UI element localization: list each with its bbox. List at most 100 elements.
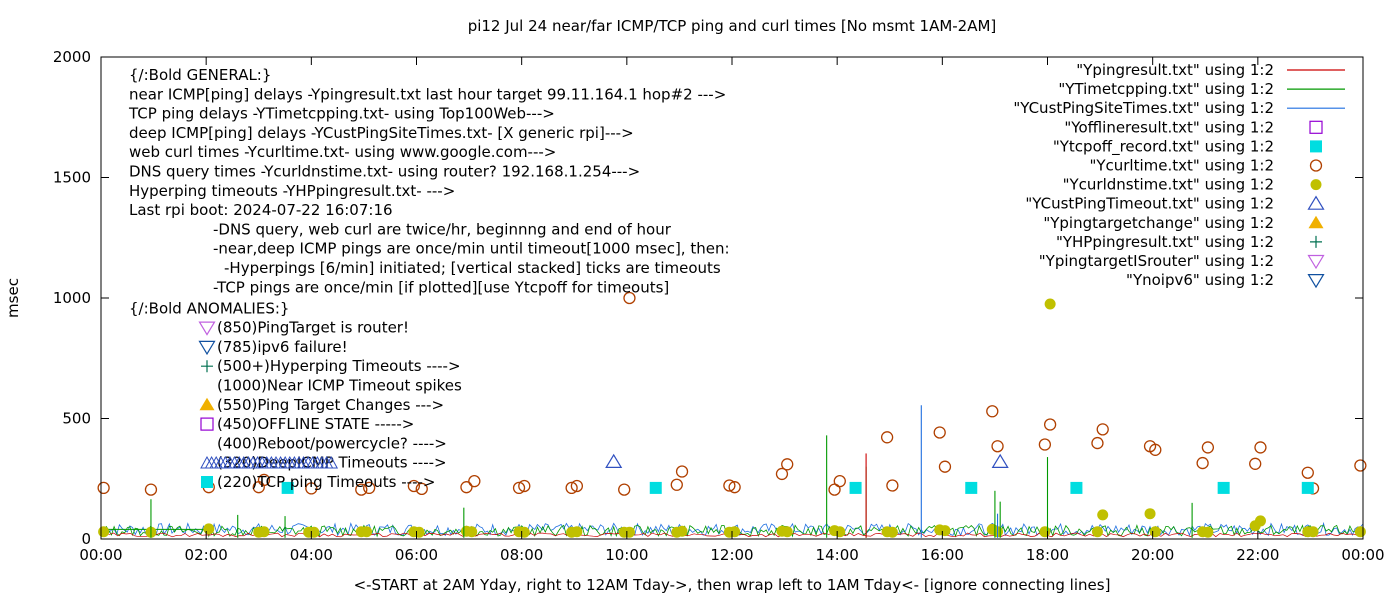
legend-label-1: "YTimetcpping.txt" using 1:2 (1058, 80, 1274, 98)
point-1-28 (886, 526, 898, 538)
point-3-1 (991, 453, 1009, 468)
point-0-39 (1201, 441, 1215, 454)
point-0-18 (670, 478, 683, 491)
point-2-4 (1070, 481, 1083, 494)
point-0-12 (512, 481, 526, 495)
anomaly-stack-27 (324, 455, 339, 469)
annotation-anomaly-1: (785)ipv6 failure! (217, 338, 348, 356)
anomaly-marker-4 (199, 397, 215, 411)
x-tick-label-12: 00:00 (1341, 546, 1384, 564)
point-0-29 (938, 460, 952, 473)
legend-label-2: "YCustPingSiteTimes.txt" using 1:2 (1013, 99, 1274, 117)
legend-key-7 (1307, 195, 1325, 210)
point-1-18 (623, 526, 635, 538)
anomaly-marker-0 (198, 321, 216, 336)
point-0-31 (991, 440, 1004, 453)
legend-key-4 (1310, 140, 1322, 153)
point-1-4 (258, 526, 270, 538)
point-1-6 (308, 526, 320, 538)
point-0-6 (355, 483, 368, 496)
series-3 (605, 453, 1009, 468)
anomaly-marker-8 (201, 476, 213, 488)
point-0-32 (1038, 438, 1052, 451)
point-1-40 (1202, 526, 1214, 538)
point-0-7 (363, 481, 376, 495)
point-1-36 (1097, 509, 1109, 521)
legend-label-10: "YpingtargetISrouter" using 1:2 (1039, 252, 1274, 270)
legend-key-9 (1310, 235, 1322, 248)
annotation-anomaly-0: (850)PingTarget is router! (217, 319, 409, 337)
x-tick-label-4: 08:00 (500, 546, 543, 564)
marks-layer (97, 291, 1367, 538)
point-0-27 (886, 479, 899, 492)
annotation-anomaly-2: (500+)Hyperping Timeouts ----> (217, 357, 461, 375)
point-1-2 (203, 523, 215, 535)
point-0-19 (675, 465, 689, 478)
x-tick-label-2: 04:00 (290, 546, 333, 564)
point-0-30 (986, 405, 999, 418)
annotation-general-2: TCP ping delays -YTimetcpping.txt- using… (128, 105, 555, 123)
x-tick-label-3: 06:00 (395, 546, 438, 564)
chart-title: pi12 Jul 24 near/far ICMP/TCP ping and c… (468, 17, 997, 35)
point-0-11 (468, 475, 481, 488)
axes: 0 500 1000 1500 2000 00:00 02:00 04:00 06:00 08:0… (53, 48, 1385, 564)
annotation-general-4: web curl times -Ycurltime.txt- using www… (129, 143, 556, 161)
point-3-0 (605, 453, 623, 468)
annotation-anomalies-header: {/:Bold ANOMALIES:} (129, 300, 289, 318)
legend-key-6 (1310, 179, 1322, 191)
x-axis-label: <-START at 2AM Yday, right to 12AM Tday-… (354, 576, 1111, 594)
point-2-0 (281, 481, 294, 494)
point-2-6 (1301, 481, 1314, 494)
series-2 (281, 481, 1314, 494)
annotation-general-0: {/:Bold GENERAL:} (129, 66, 271, 84)
y-axis-label: msec (4, 278, 22, 318)
annotation-general-3: deep ICMP[ping] delays -YCustPingSiteTim… (129, 124, 634, 142)
annotation-anomaly-3: (1000)Near ICMP Timeout spikes (217, 377, 462, 395)
legend-key-8 (1308, 215, 1324, 229)
x-tick-label-0: 00:00 (79, 546, 122, 564)
annotation-general-5: DNS query times -Ycurldnstime.txt- using… (129, 163, 640, 181)
point-0-35 (1096, 423, 1109, 436)
legend-label-8: "Ypingtargetchange" using 1:2 (1043, 214, 1274, 232)
point-1-16 (571, 526, 583, 538)
point-1-10 (413, 526, 425, 538)
point-2-5 (1217, 481, 1230, 494)
point-0-15 (570, 479, 584, 493)
annotation-note-0: -DNS query, web curl are twice/hr, begin… (213, 220, 672, 238)
annotation-note-2: -Hyperpings [6/min] initiated; [vertical… (224, 259, 721, 277)
point-1-14 (518, 526, 530, 538)
point-0-37 (1149, 443, 1162, 456)
point-2-2 (849, 481, 862, 494)
point-0-8 (407, 479, 421, 493)
annotation-anomaly-5: (450)OFFLINE STATE -----> (217, 415, 414, 433)
point-1-22 (729, 526, 741, 538)
point-1-0 (98, 526, 110, 538)
annotation-general-6: Hyperping timeouts -YHPpingresult.txt- -… (129, 182, 455, 200)
point-1-38 (1149, 526, 1161, 538)
legend-label-7: "YCustPingTimeout.txt" using 1:2 (1025, 195, 1274, 213)
legend-label-0: "Ypingresult.txt" using 1:2 (1076, 61, 1274, 79)
point-0-33 (1043, 418, 1057, 431)
point-0-21 (728, 481, 741, 494)
annotation-general-1: near ICMP[ping] delays -Ypingresult.txt … (129, 85, 726, 103)
x-tick-label-9: 18:00 (1026, 546, 1069, 564)
x-tick-label-5: 10:00 (605, 546, 648, 564)
series-5 (920, 405, 999, 538)
point-1-8 (361, 526, 373, 538)
y-tick-label-3: 1500 (53, 169, 91, 187)
point-1-34 (1044, 298, 1056, 310)
legend-key-5 (1309, 159, 1323, 172)
point-0-28 (933, 426, 946, 439)
legend-key-3 (1309, 120, 1323, 134)
legend-key-10 (1307, 254, 1325, 270)
legend: "Ypingresult.txt" using 1:2"YTimetcpping… (1013, 61, 1345, 289)
y-tick-label-1: 500 (62, 410, 91, 428)
annotation-anomaly-4: (550)Ping Target Changes ---> (217, 396, 444, 414)
series-0 (97, 291, 1367, 496)
x-tick-label-10: 20:00 (1131, 546, 1174, 564)
point-0-14 (565, 481, 578, 495)
point-0-24 (828, 483, 841, 496)
legend-label-11: "Ynoipv6" using 1:2 (1126, 271, 1274, 289)
point-0-20 (723, 479, 736, 492)
